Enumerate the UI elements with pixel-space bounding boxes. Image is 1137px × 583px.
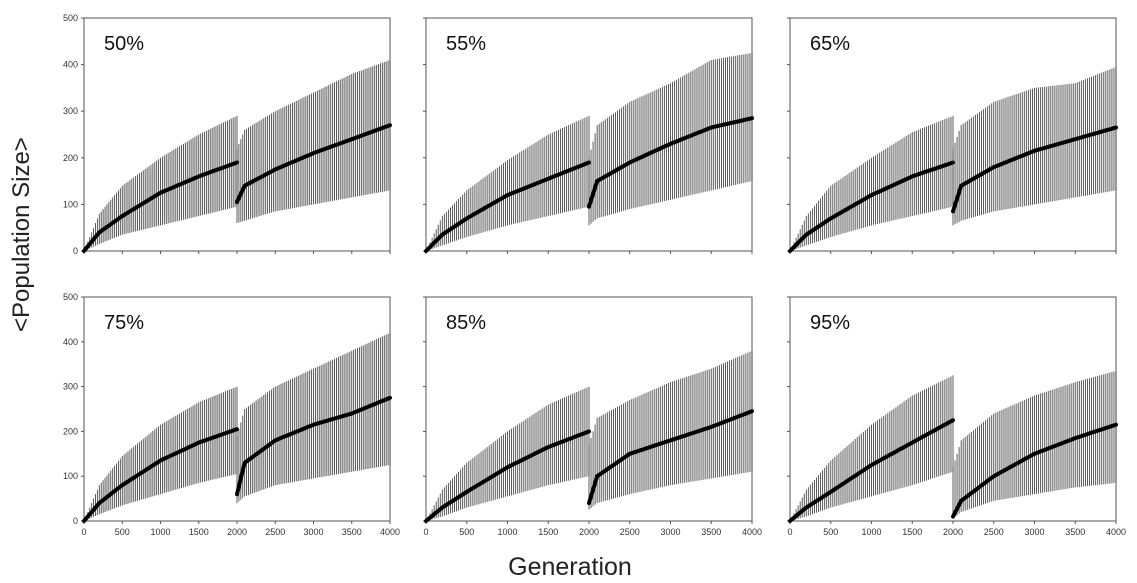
x-tick-label: 4000 xyxy=(1106,527,1126,537)
x-tick-label: 2000 xyxy=(227,527,247,537)
x-tick-label: 3000 xyxy=(660,527,680,537)
x-tick-label: 2500 xyxy=(984,527,1004,537)
mean-line xyxy=(788,418,955,523)
panel-label: 55% xyxy=(446,33,486,55)
mean-line xyxy=(82,160,239,253)
chart-panel: 0 100 200 300 400 500 0 500 1000 1500 2000 2500 3000… xyxy=(63,292,400,537)
mean-line xyxy=(587,116,754,209)
x-tick-label: 4000 xyxy=(742,527,762,537)
mean-line xyxy=(788,160,955,253)
x-tick-label: 1500 xyxy=(538,527,558,537)
x-tick-label: 500 xyxy=(823,527,838,537)
x-tick-label: 2000 xyxy=(579,527,599,537)
panel-label: 85% xyxy=(446,312,486,334)
chart-panel: 0 500 1000 1500 2000 2500 3000 3500 4000 95% xyxy=(787,296,1126,537)
y-tick-label: 0 xyxy=(73,246,78,256)
y-tick-label: 200 xyxy=(63,153,78,163)
y-tick-label: 100 xyxy=(63,199,78,209)
y-tick-label: 500 xyxy=(63,13,78,23)
chart-panel: 55% xyxy=(423,17,754,254)
y-tick-label: 200 xyxy=(63,426,78,436)
mean-line xyxy=(951,125,1118,214)
x-tick-label: 0 xyxy=(423,527,428,537)
chart-panel: 65% xyxy=(787,17,1118,254)
chart-panel: 0 500 1000 1500 2000 2500 3000 3500 4000 85% xyxy=(423,296,762,537)
mean-line xyxy=(424,429,591,523)
x-tick-label: 3000 xyxy=(1024,527,1044,537)
x-tick-label: 500 xyxy=(459,527,474,537)
y-tick-label: 300 xyxy=(63,106,78,116)
x-tick-label: 2500 xyxy=(620,527,640,537)
y-tick-label: 400 xyxy=(63,337,78,347)
mean-line xyxy=(235,395,392,497)
panel-label: 75% xyxy=(104,312,144,334)
mean-line xyxy=(424,160,591,253)
x-tick-label: 0 xyxy=(81,527,86,537)
panel-label: 50% xyxy=(104,33,144,55)
mean-line xyxy=(587,409,754,506)
panel-label: 95% xyxy=(810,312,850,334)
x-tick-label: 4000 xyxy=(380,527,400,537)
x-tick-label: 2500 xyxy=(265,527,285,537)
y-tick-label: 0 xyxy=(73,516,78,526)
x-tick-label: 3500 xyxy=(701,527,721,537)
y-tick-label: 400 xyxy=(63,60,78,70)
mean-line xyxy=(235,123,392,205)
y-tick-label: 300 xyxy=(63,382,78,392)
panel-label: 65% xyxy=(810,33,850,55)
x-tick-label: 1500 xyxy=(902,527,922,537)
x-tick-label: 1000 xyxy=(150,527,170,537)
y-tick-label: 500 xyxy=(63,292,78,302)
x-tick-label: 2000 xyxy=(943,527,963,537)
x-tick-label: 500 xyxy=(115,527,130,537)
x-tick-label: 3500 xyxy=(1065,527,1085,537)
x-tick-label: 1500 xyxy=(189,527,209,537)
mean-line xyxy=(82,427,239,523)
x-tick-label: 1000 xyxy=(861,527,881,537)
x-tick-label: 3000 xyxy=(303,527,323,537)
y-tick-label: 100 xyxy=(63,471,78,481)
x-tick-label: 0 xyxy=(787,527,792,537)
mean-line xyxy=(951,422,1118,519)
x-axis-label: Generation xyxy=(508,553,632,581)
x-tick-label: 1000 xyxy=(497,527,517,537)
chart-panel: 0 100 200 300 400 500 50% xyxy=(63,13,392,256)
x-tick-label: 3500 xyxy=(342,527,362,537)
